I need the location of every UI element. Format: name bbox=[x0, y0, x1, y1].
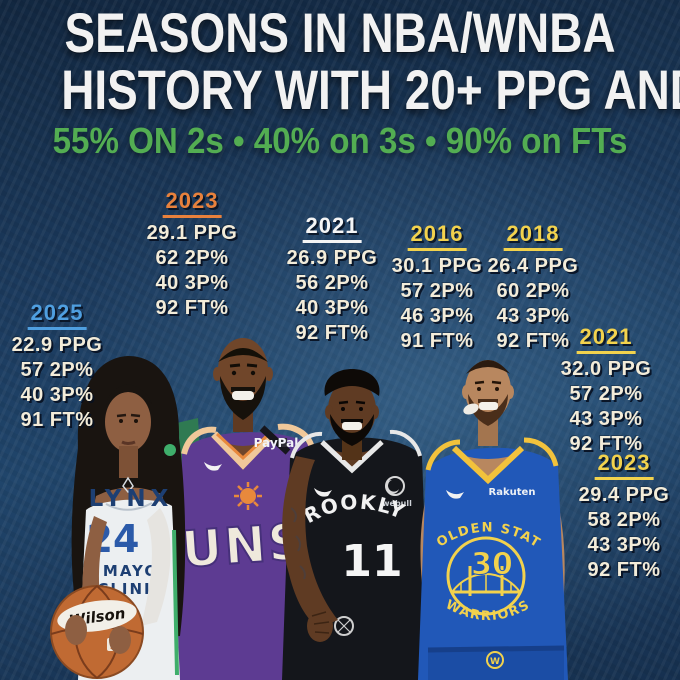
basketball: Wilson bbox=[50, 585, 144, 679]
stat-year: 2023 bbox=[594, 450, 654, 480]
stat-line: 29.4 PPG bbox=[578, 484, 670, 506]
nike-swoosh-icon bbox=[314, 488, 332, 497]
stat-year: 2021 bbox=[576, 324, 636, 354]
stat-line: 43 3P% bbox=[569, 408, 643, 430]
stat-year: 2025 bbox=[27, 300, 87, 330]
irving-tattoos bbox=[290, 507, 306, 580]
crescent-moon-icon bbox=[385, 476, 405, 496]
curry-sponsor-label: Rakuten bbox=[489, 487, 536, 498]
durant-hair bbox=[218, 348, 268, 362]
stat-line: 26.4 PPG bbox=[487, 255, 579, 277]
mouthguard bbox=[463, 403, 479, 415]
belt-letter: W bbox=[490, 657, 500, 667]
stat-line: 29.1 PPG bbox=[146, 222, 238, 244]
collier-shoulder-tie bbox=[164, 444, 176, 456]
collier-team-label: LYNX bbox=[89, 486, 174, 512]
stat-line: 40 3P% bbox=[20, 384, 94, 406]
curry-jersey bbox=[418, 447, 568, 680]
stat-block-durant-2023: 2023 29.1 PPG 62 2P% 40 3P% 92 FT% bbox=[147, 188, 238, 321]
stat-line: 57 2P% bbox=[20, 359, 94, 381]
irving-hair bbox=[324, 369, 380, 396]
stat-year: 2018 bbox=[503, 221, 563, 251]
stat-line: 60 2P% bbox=[496, 280, 570, 302]
curry-number: 30 bbox=[471, 547, 513, 582]
stat-block-irving-2021: 2021 26.9 PPG 56 2P% 40 3P% 92 FT% bbox=[287, 213, 378, 346]
player-collier: LYNX 24 MAYO CLINIC Wilson bbox=[50, 356, 186, 680]
stat-line: 30.1 PPG bbox=[391, 255, 483, 277]
stat-line: 92 FT% bbox=[496, 330, 570, 352]
stat-line: 43 3P% bbox=[587, 534, 661, 556]
stat-line: 92 FT% bbox=[587, 559, 661, 581]
title-line-2: HISTORY WITH 20+ PPG AND bbox=[61, 58, 680, 121]
title-line-1: SEASONS IN NBA/WNBA bbox=[64, 1, 616, 64]
collier-sponsor-line1: MAYO bbox=[103, 562, 159, 580]
title-block: SEASONS IN NBA/WNBA HISTORY WITH 20+ PPG… bbox=[0, 4, 680, 164]
nike-swoosh-icon bbox=[446, 490, 464, 499]
stat-block-curry-2023: 2023 29.4 PPG 58 2P% 43 3P% 92 FT% bbox=[579, 450, 670, 583]
stat-line: 40 3P% bbox=[155, 272, 229, 294]
stat-line: 58 2P% bbox=[587, 509, 661, 531]
durant-strap bbox=[259, 425, 291, 455]
nike-swoosh-icon bbox=[204, 462, 222, 471]
stat-block-curry-2018: 2018 26.4 PPG 60 2P% 43 3P% 92 FT% bbox=[488, 221, 579, 354]
belt-logo bbox=[486, 651, 504, 669]
stat-line: 91 FT% bbox=[400, 330, 474, 352]
stat-line: 22.9 PPG bbox=[11, 334, 103, 356]
stat-year: 2016 bbox=[407, 221, 467, 251]
stat-block-curry-2021: 2021 32.0 PPG 57 2P% 43 3P% 92 FT% bbox=[561, 324, 652, 457]
irving-head bbox=[328, 379, 376, 441]
stat-line: 43 3P% bbox=[496, 305, 570, 327]
irving-left-arm bbox=[282, 456, 338, 628]
curry-shorts bbox=[428, 648, 564, 680]
stat-line: 92 FT% bbox=[569, 433, 643, 455]
irving-number: 11 bbox=[341, 536, 402, 587]
title-line-3: 55% ON 2s • 40% on 3s • 90% on FTs bbox=[52, 120, 628, 161]
stat-block-curry-2016: 2016 30.1 PPG 57 2P% 46 3P% 91 FT% bbox=[392, 221, 483, 354]
stat-line: 26.9 PPG bbox=[286, 247, 378, 269]
nets-ball-logo bbox=[334, 616, 354, 636]
stat-line: 57 2P% bbox=[569, 383, 643, 405]
players-illustration: PayPal SUNS bbox=[0, 330, 568, 680]
stat-year: 2021 bbox=[302, 213, 362, 243]
sunburst-icon bbox=[234, 482, 262, 510]
stat-line: 62 2P% bbox=[155, 247, 229, 269]
stat-line: 40 3P% bbox=[295, 297, 369, 319]
stat-line: 56 2P% bbox=[295, 272, 369, 294]
durant-sponsor-label: PayPal bbox=[254, 436, 299, 450]
irving-sponsor-label: webull bbox=[382, 499, 412, 508]
collier-arm-sleeve bbox=[141, 508, 171, 626]
stat-line: 92 FT% bbox=[155, 297, 229, 319]
stat-line: 92 FT% bbox=[295, 322, 369, 344]
collier-head bbox=[105, 392, 151, 452]
curry-hair bbox=[466, 360, 510, 374]
stat-line: 91 FT% bbox=[20, 409, 94, 431]
stat-line: 57 2P% bbox=[400, 280, 474, 302]
stat-line: 46 3P% bbox=[400, 305, 474, 327]
stat-block-collier-2025: 2025 22.9 PPG 57 2P% 40 3P% 91 FT% bbox=[12, 300, 103, 433]
stat-line: 32.0 PPG bbox=[560, 358, 652, 380]
bridge-logo bbox=[446, 536, 526, 616]
stat-year: 2023 bbox=[162, 188, 222, 218]
